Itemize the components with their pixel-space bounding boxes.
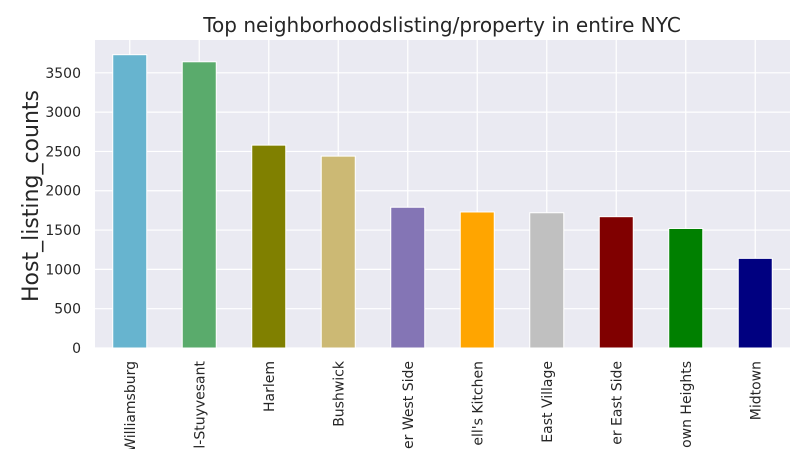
x-tick-label: er West Side: [401, 361, 417, 449]
y-tick-label: 1000: [45, 262, 81, 278]
y-tick-label: 500: [54, 302, 81, 318]
y-tick-label: 3500: [45, 66, 81, 82]
bar-midtown: [737, 257, 773, 349]
bar-harlem: [251, 144, 287, 349]
y-tick-label: 3000: [45, 105, 81, 121]
bar-washington-heights: [668, 227, 704, 349]
y-tick-label: 2000: [45, 184, 81, 200]
x-tick-label: Bushwick: [331, 360, 347, 427]
y-axis-label: Host_listing_counts: [19, 90, 44, 302]
bar-east-village: [529, 212, 565, 349]
y-tick-label: 2500: [45, 144, 81, 160]
x-tick-label: East Village: [540, 361, 556, 443]
y-tick-labels: 0 500 1000 1500 2000 2500 3000 3500: [45, 66, 81, 357]
bar-hell-s-kitchen: [459, 211, 495, 349]
bars: [112, 54, 773, 349]
bar-upper-east-side: [598, 216, 634, 349]
y-tick-label: 0: [72, 341, 81, 357]
bar-upper-west-side: [390, 206, 426, 349]
x-tick-labels: Williamsburg l-Stuyvesant Harlem Bushwick er…: [123, 360, 765, 452]
x-tick-label: er East Side: [609, 361, 625, 445]
x-tick-label: Harlem: [262, 361, 278, 412]
bar-bedford-stuyvesant: [181, 61, 217, 349]
bar-williamsburg: [112, 54, 148, 349]
x-tick-label: l-Stuyvesant: [192, 360, 208, 448]
x-tick-label: Williamsburg: [123, 361, 139, 449]
y-tick-label: 1500: [45, 223, 81, 239]
chart-title: Top neighborhoodslisting/property in ent…: [202, 13, 681, 37]
bar-bushwick: [320, 155, 356, 349]
x-tick-label: Midtown: [748, 361, 764, 420]
x-tick-label: own Heights: [679, 361, 695, 448]
x-tick-label: ell's Kitchen: [470, 361, 486, 446]
